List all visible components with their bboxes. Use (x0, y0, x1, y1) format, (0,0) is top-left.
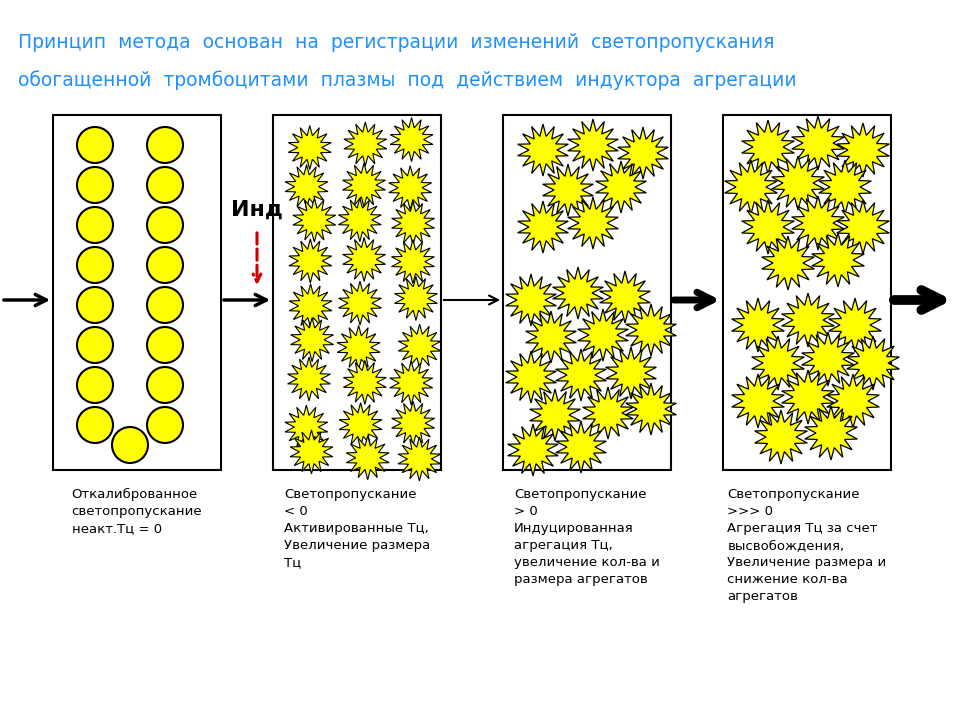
Polygon shape (339, 281, 381, 325)
Polygon shape (389, 166, 432, 210)
Text: Светопропускание
>>> 0
Агрегация Тц за счет
высвобождения,
Увеличение размера и
: Светопропускание >>> 0 Агрегация Тц за с… (728, 488, 887, 603)
Circle shape (77, 327, 113, 363)
Polygon shape (792, 196, 845, 250)
Polygon shape (556, 421, 607, 473)
Circle shape (147, 207, 183, 243)
Polygon shape (567, 197, 618, 249)
Circle shape (77, 167, 113, 203)
Polygon shape (285, 405, 327, 449)
Polygon shape (755, 410, 807, 464)
Polygon shape (781, 293, 834, 347)
Polygon shape (725, 160, 778, 214)
Circle shape (77, 247, 113, 283)
Polygon shape (827, 374, 879, 428)
Polygon shape (837, 123, 889, 177)
Polygon shape (392, 202, 435, 246)
Polygon shape (530, 389, 581, 441)
Polygon shape (617, 127, 668, 179)
Polygon shape (811, 233, 864, 287)
Circle shape (147, 407, 183, 443)
Polygon shape (792, 116, 845, 170)
Polygon shape (347, 436, 389, 480)
Polygon shape (556, 349, 607, 401)
Polygon shape (752, 336, 804, 390)
Polygon shape (517, 201, 568, 253)
Polygon shape (343, 238, 386, 282)
Circle shape (77, 407, 113, 443)
Circle shape (77, 367, 113, 403)
Polygon shape (392, 240, 434, 284)
Bar (503, 115, 671, 470)
Polygon shape (338, 198, 381, 242)
Polygon shape (339, 402, 382, 446)
Bar (723, 115, 891, 470)
Polygon shape (288, 125, 331, 169)
Circle shape (147, 367, 183, 403)
Polygon shape (742, 200, 794, 254)
Circle shape (77, 207, 113, 243)
Polygon shape (600, 271, 650, 323)
Polygon shape (578, 309, 629, 361)
Polygon shape (290, 430, 333, 474)
Polygon shape (291, 318, 333, 361)
Circle shape (147, 287, 183, 323)
Polygon shape (506, 274, 557, 326)
Polygon shape (395, 276, 438, 320)
Polygon shape (742, 120, 794, 174)
Polygon shape (337, 325, 380, 369)
Bar (273, 115, 441, 470)
Polygon shape (819, 160, 872, 214)
Text: Принцип  метода  основан  на  регистрации  изменений  светопропускания: Принцип метода основан на регистрации из… (18, 32, 775, 52)
Polygon shape (344, 361, 386, 405)
Text: Светопропускание
> 0
Индуцированная
агрегация Тц,
увеличение кол-ва и
размера аг: Светопропускание > 0 Индуцированная агре… (514, 488, 660, 586)
Circle shape (147, 247, 183, 283)
Polygon shape (595, 161, 646, 213)
Polygon shape (553, 267, 603, 319)
Polygon shape (626, 383, 677, 435)
Polygon shape (567, 119, 618, 171)
Polygon shape (732, 374, 784, 428)
Polygon shape (583, 387, 634, 439)
Polygon shape (289, 239, 332, 283)
Polygon shape (344, 122, 387, 166)
Polygon shape (506, 351, 557, 403)
Circle shape (112, 427, 148, 463)
Polygon shape (390, 361, 433, 405)
Polygon shape (285, 165, 328, 209)
Polygon shape (398, 437, 441, 481)
Circle shape (147, 167, 183, 203)
Text: Светопропускание
< 0
Активированные Тц,
Увеличение размера
Тц: Светопропускание < 0 Активированные Тц, … (284, 488, 430, 569)
Polygon shape (398, 324, 441, 368)
Polygon shape (293, 198, 336, 242)
Polygon shape (289, 284, 332, 328)
Polygon shape (517, 124, 568, 176)
Polygon shape (542, 164, 593, 216)
Polygon shape (804, 406, 857, 460)
Polygon shape (781, 370, 834, 424)
Polygon shape (772, 156, 825, 210)
Text: Инд: Инд (231, 200, 283, 220)
Polygon shape (392, 401, 435, 445)
Circle shape (147, 127, 183, 163)
Polygon shape (288, 357, 330, 401)
Polygon shape (390, 117, 433, 161)
Polygon shape (626, 304, 677, 356)
Polygon shape (828, 298, 881, 352)
Polygon shape (526, 311, 576, 363)
Bar (53, 115, 221, 470)
Polygon shape (606, 347, 657, 399)
Polygon shape (732, 298, 784, 352)
Text: Откалиброванное
светопропускание
неакт.Тц = 0: Откалиброванное светопропускание неакт.Т… (72, 488, 203, 535)
Polygon shape (508, 424, 559, 476)
Circle shape (147, 327, 183, 363)
Polygon shape (802, 332, 854, 386)
Polygon shape (343, 163, 386, 207)
Polygon shape (837, 200, 889, 254)
Polygon shape (847, 336, 900, 390)
Circle shape (77, 287, 113, 323)
Circle shape (77, 127, 113, 163)
Polygon shape (761, 236, 814, 290)
Text: обогащенной  тромбоцитами  плазмы  под  действием  индуктора  агрегации: обогащенной тромбоцитами плазмы под дейс… (18, 70, 797, 90)
